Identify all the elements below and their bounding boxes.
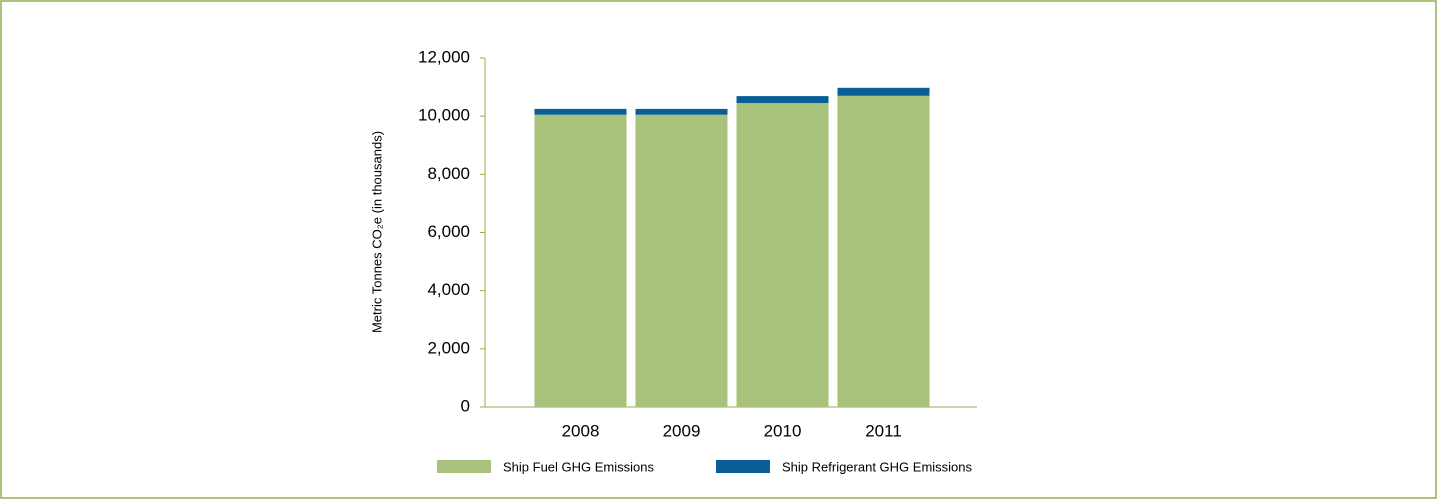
bar-segment bbox=[635, 114, 728, 408]
x-tick-label: 2011 bbox=[865, 421, 902, 440]
x-tick-label: 2010 bbox=[764, 421, 802, 440]
x-tick-label: 2008 bbox=[562, 421, 600, 440]
y-tick-label: 6,000 bbox=[427, 222, 470, 241]
bar-segment bbox=[534, 114, 627, 408]
legend-swatch bbox=[437, 460, 491, 473]
y-tick-label: 4,000 bbox=[427, 280, 470, 299]
bar-segment bbox=[736, 103, 829, 408]
bar-segment bbox=[534, 108, 627, 115]
legend-label: Ship Fuel GHG Emissions bbox=[503, 459, 654, 474]
y-axis-label: Metric Tonnes CO₂e (in thousands) bbox=[369, 131, 384, 333]
legend-label: Ship Refrigerant GHG Emissions bbox=[782, 459, 973, 474]
y-tick-label: 12,000 bbox=[418, 47, 470, 66]
bar-segment bbox=[736, 96, 829, 104]
y-tick-label: 8,000 bbox=[427, 164, 470, 183]
bar-segment bbox=[635, 108, 728, 115]
y-tick-label: 10,000 bbox=[418, 106, 470, 125]
y-tick-label: 0 bbox=[461, 396, 470, 415]
bar-segment bbox=[837, 95, 930, 407]
x-tick-label: 2009 bbox=[663, 421, 701, 440]
legend-swatch bbox=[716, 460, 770, 473]
y-tick-label: 2,000 bbox=[427, 338, 470, 357]
bar-segment bbox=[837, 87, 930, 96]
